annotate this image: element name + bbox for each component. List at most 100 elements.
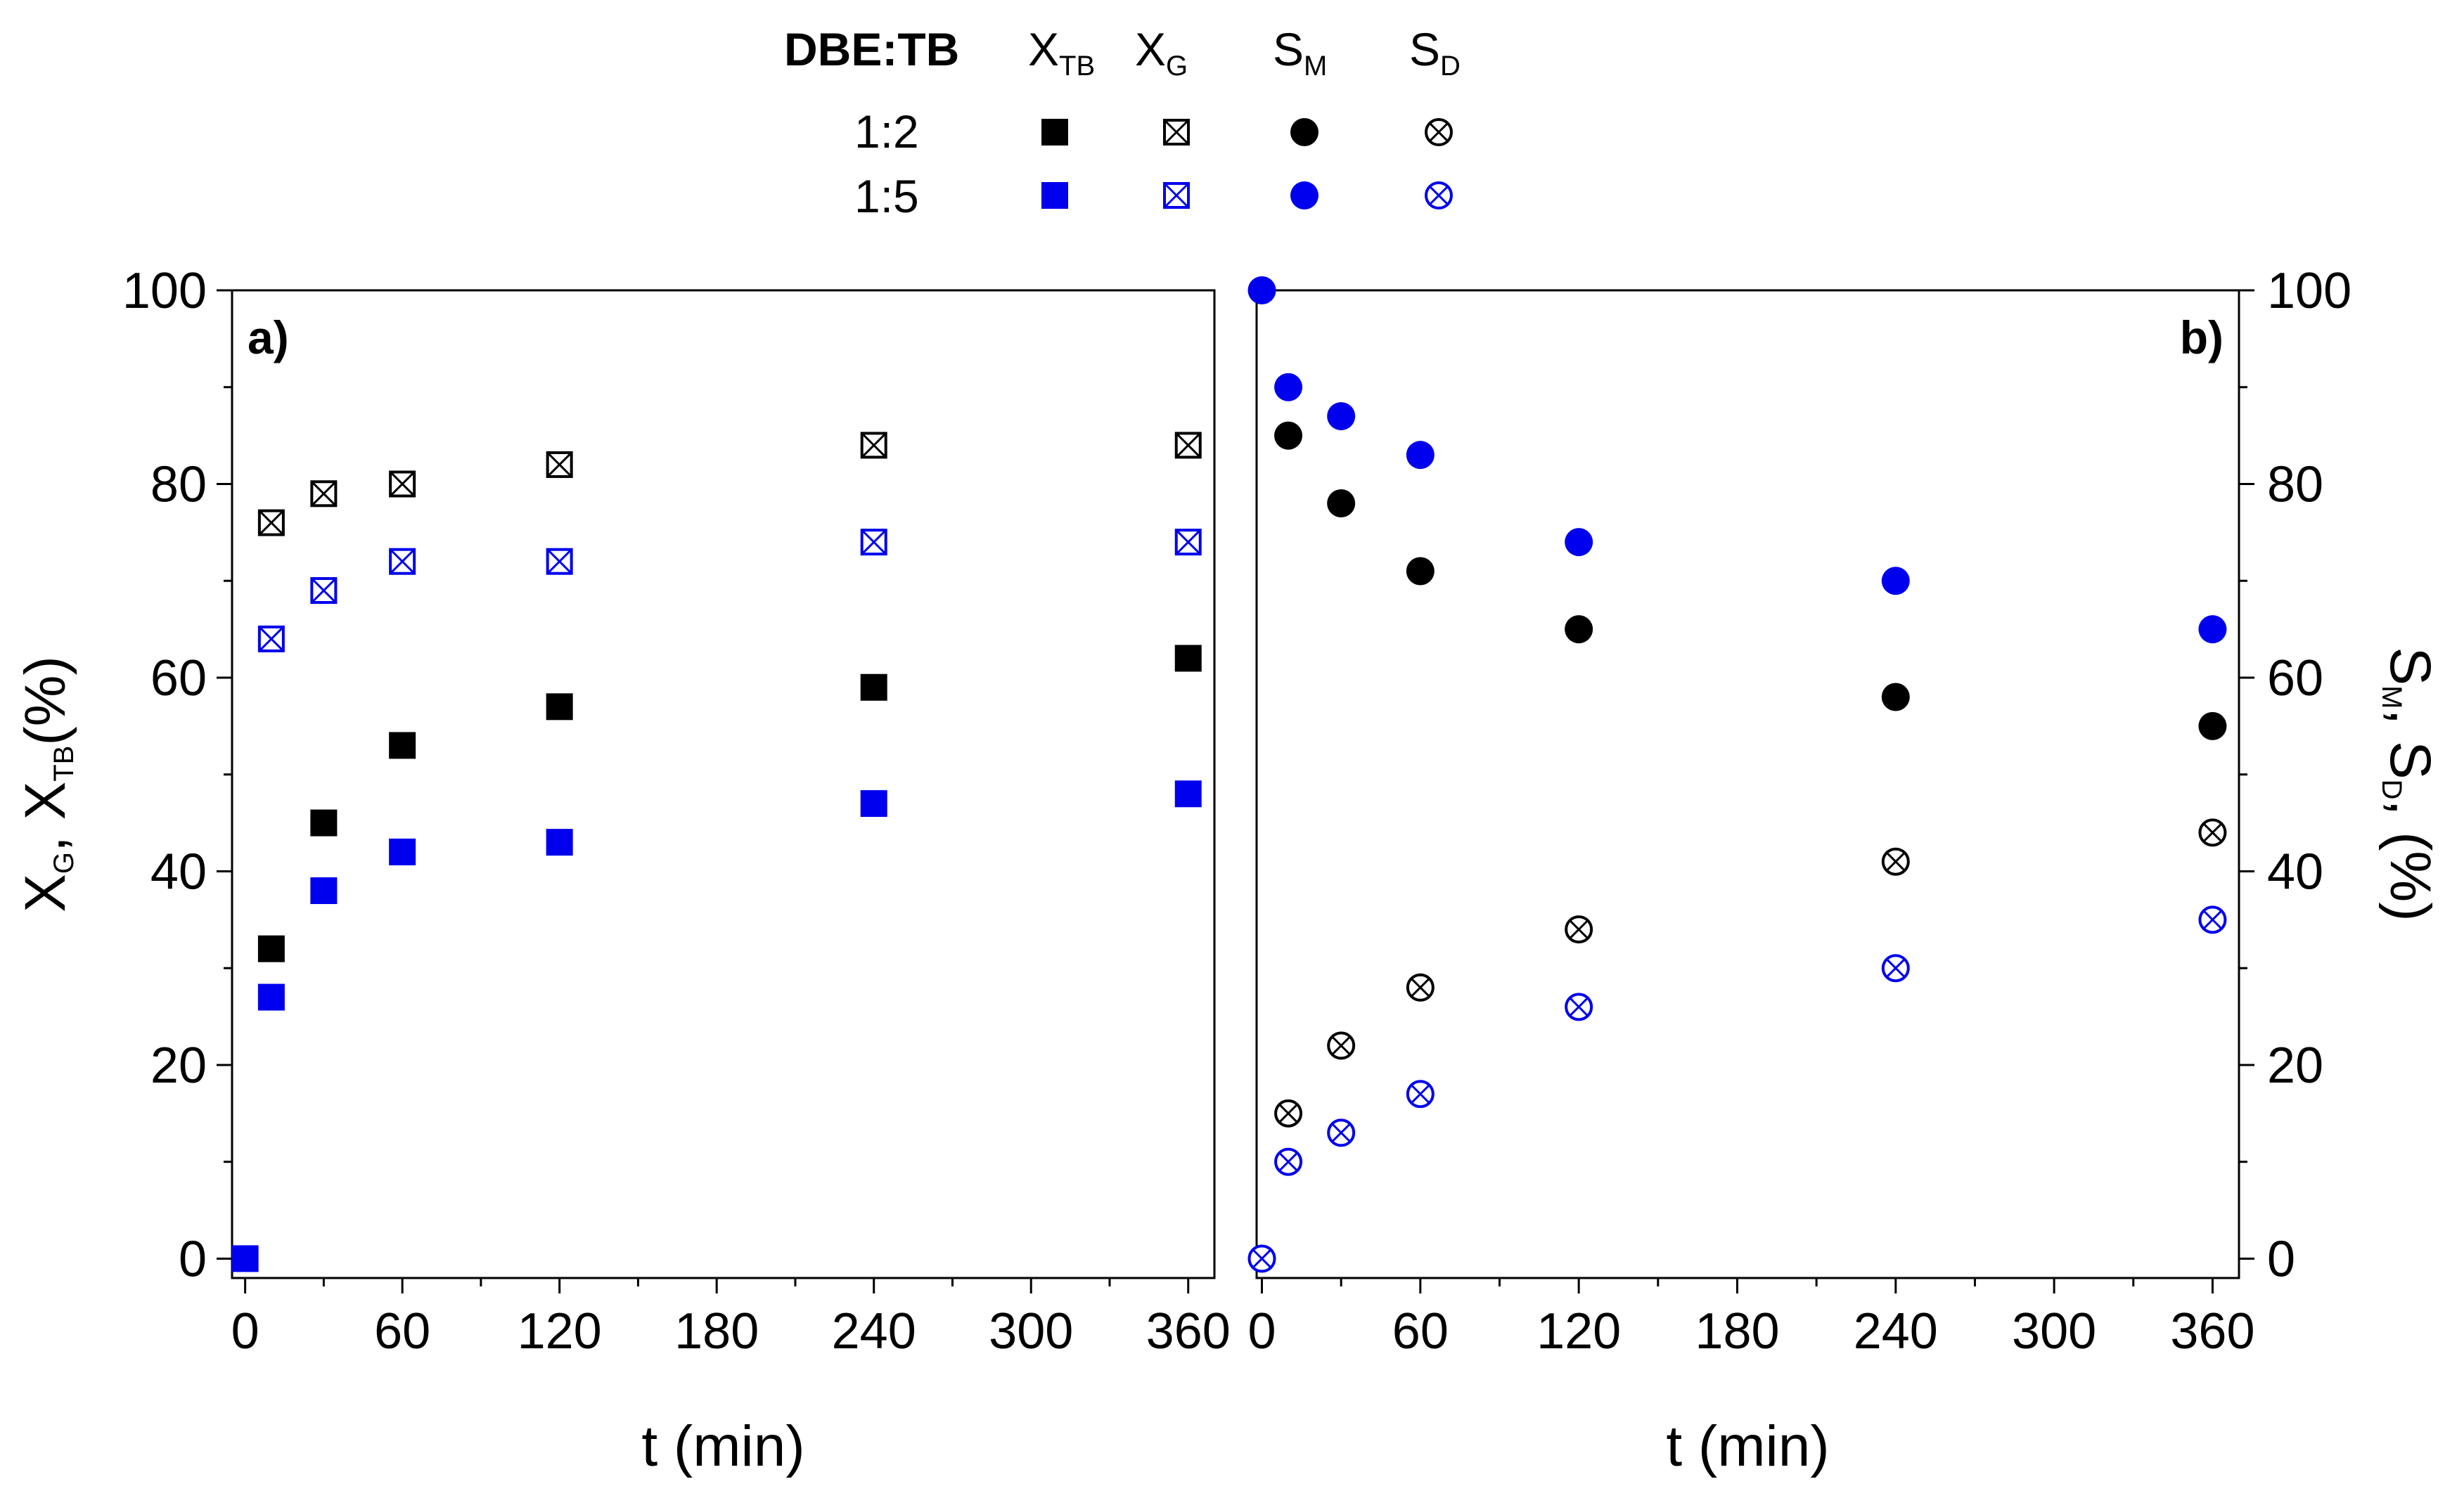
data-point-circle-cross: [1881, 954, 1910, 983]
x-tick-label: 120: [518, 1303, 602, 1360]
legend-col-xtb: XTB: [1028, 23, 1095, 82]
y-tick-label: 80: [2267, 456, 2323, 512]
panel-b-points: [1247, 276, 2227, 1273]
data-point-circle-filled: [1881, 683, 1910, 711]
x-tick-label: 180: [1695, 1303, 1779, 1360]
data-point-square-cross: [546, 451, 573, 478]
panel-a-x-axis-title: t (min): [641, 1414, 804, 1478]
legend-col-xg: XG: [1135, 23, 1188, 82]
data-point-square-filled: [310, 809, 338, 837]
x-tick-label: 180: [674, 1303, 759, 1360]
legend-row-1-2: 1:2: [854, 105, 919, 157]
data-point-square-filled: [257, 983, 285, 1011]
data-point-circle-cross: [1565, 993, 1593, 1021]
data-point-square-filled: [860, 673, 887, 701]
data-point-circle-cross: [1274, 1099, 1303, 1128]
y-tick-label: 0: [2267, 1231, 2295, 1287]
panel-a-label: a): [248, 311, 289, 363]
data-point-circle-cross: [2198, 905, 2227, 934]
legend-marker-circle-filled: [1290, 181, 1318, 209]
data-point-circle-filled: [1565, 615, 1593, 644]
data-point-circle-cross: [1565, 915, 1593, 944]
data-point-square-cross: [546, 548, 573, 575]
data-point-square-cross: [257, 625, 285, 652]
y-tick-label: 0: [179, 1231, 207, 1287]
y-tick-label: 60: [2267, 650, 2323, 706]
data-point-circle-filled: [2198, 711, 2227, 740]
legend-row-1-5: 1:5: [854, 170, 919, 222]
data-point-circle-cross: [1247, 1244, 1276, 1273]
data-point-square-cross: [310, 480, 338, 508]
data-point-square-filled: [1174, 780, 1202, 808]
legend-marker-square-filled: [1041, 119, 1068, 146]
legend-marker-circle-filled: [1290, 118, 1318, 146]
legend: DBE:TB XTB XG SM SD 1:2 1:5: [784, 23, 1461, 222]
data-point-circle-filled: [1406, 441, 1435, 470]
legend-marker-square-cross: [1163, 182, 1190, 209]
data-point-circle-cross: [2198, 818, 2227, 847]
panel-a: 0 60 120 180 240 300 360 0 20 40 60 80 100 a) t (min…: [13, 263, 1231, 1478]
data-point-circle-filled: [1881, 567, 1910, 595]
y-tick-label: 20: [2267, 1038, 2323, 1094]
x-tick-label: 0: [1247, 1303, 1276, 1360]
data-point-square-cross: [1174, 432, 1202, 459]
data-point-square-cross: [860, 432, 887, 459]
x-tick-label: 360: [1146, 1303, 1231, 1360]
data-point-circle-filled: [1406, 557, 1435, 586]
data-point-square-filled: [310, 877, 338, 905]
legend-title: DBE:TB: [784, 23, 959, 75]
legend-marker-square-cross: [1163, 119, 1190, 146]
data-point-circle-filled: [1565, 528, 1593, 557]
x-tick-label: 0: [231, 1303, 259, 1360]
legend-col-sm: SM: [1273, 23, 1327, 82]
data-point-square-filled: [257, 935, 285, 962]
data-point-circle-filled: [1274, 373, 1303, 401]
x-tick-label: 120: [1536, 1303, 1621, 1360]
data-point-circle-cross: [1406, 973, 1435, 1002]
data-point-square-filled: [546, 829, 573, 856]
panel-a-ticks: 0 60 120 180 240 300 360 0 20 40 60 80 100: [122, 263, 1231, 1360]
x-tick-label: 60: [1392, 1303, 1449, 1360]
data-point-square-cross: [389, 548, 416, 575]
data-point-circle-cross: [1881, 847, 1910, 876]
y-tick-label: 100: [122, 263, 207, 319]
panel-a-points: [231, 432, 1202, 1272]
data-point-square-filled: [860, 790, 887, 818]
legend-marker-circle-cross: [1425, 118, 1453, 146]
data-point-square-filled: [389, 838, 416, 865]
data-point-square-cross: [389, 470, 416, 498]
data-point-circle-cross: [1406, 1080, 1435, 1109]
y-tick-label: 40: [150, 844, 207, 900]
legend-marker-circle-cross: [1425, 181, 1453, 209]
y-tick-label: 60: [150, 650, 207, 706]
y-tick-label: 20: [150, 1038, 207, 1094]
panel-b-y-axis-title: SM, SD, (%): [2376, 647, 2442, 921]
x-tick-label: 60: [374, 1303, 430, 1360]
data-point-square-filled: [389, 732, 416, 759]
panel-a-y-axis-title: XG, XTB(%): [13, 656, 79, 912]
legend-marker-square-filled: [1041, 182, 1068, 209]
data-point-circle-cross: [1327, 1118, 1356, 1147]
data-point-circle-cross: [1274, 1147, 1303, 1176]
legend-markers: [1041, 118, 1453, 209]
data-point-circle-filled: [1247, 276, 1276, 304]
data-point-square-filled: [546, 693, 573, 721]
data-point-square-cross: [1174, 529, 1202, 556]
panel-b-label: b): [2180, 311, 2224, 363]
data-point-circle-filled: [1327, 489, 1356, 518]
data-point-square-cross: [310, 577, 338, 605]
x-tick-label: 300: [989, 1303, 1073, 1360]
x-tick-label: 240: [832, 1303, 916, 1360]
data-point-circle-filled: [2198, 615, 2227, 644]
panel-b-frame: [1255, 289, 2240, 1279]
panel-a-frame: [231, 289, 1216, 1279]
x-tick-label: 240: [1854, 1303, 1938, 1360]
y-tick-label: 100: [2267, 263, 2351, 319]
panel-b-x-axis-title: t (min): [1666, 1414, 1829, 1478]
data-point-square-cross: [257, 509, 285, 536]
data-point-circle-filled: [1327, 402, 1356, 431]
data-point-circle-filled: [1274, 421, 1303, 450]
